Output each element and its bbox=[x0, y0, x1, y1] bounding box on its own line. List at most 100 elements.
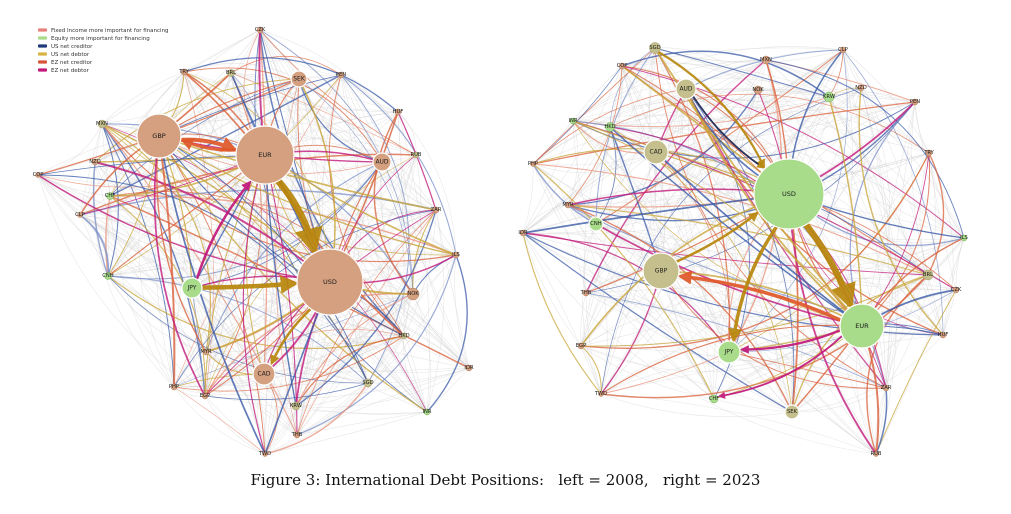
node-circle bbox=[675, 78, 697, 100]
major-flow-arrow bbox=[275, 178, 323, 257]
background-edge bbox=[158, 135, 214, 397]
background-edge bbox=[685, 88, 944, 336]
hub-edge bbox=[158, 74, 342, 137]
node-label: RUB bbox=[411, 152, 422, 158]
background-edge bbox=[713, 289, 957, 400]
background-edge bbox=[600, 393, 793, 417]
major-flow-arrow bbox=[658, 51, 765, 169]
currency-node: AUD bbox=[372, 152, 392, 172]
legend: Fixed Income more important for financin… bbox=[38, 28, 169, 74]
background-edge bbox=[655, 49, 844, 153]
hub-edge bbox=[158, 135, 457, 256]
currency-node: BRL bbox=[922, 269, 934, 281]
node-label: MYR bbox=[562, 202, 574, 208]
node-label: HKD bbox=[604, 124, 615, 130]
background-edge bbox=[259, 29, 470, 369]
debt-edge bbox=[107, 74, 342, 277]
debt-edge bbox=[298, 78, 383, 163]
background-edge bbox=[79, 214, 206, 397]
currency-node: HUF bbox=[938, 331, 948, 339]
debt-edge bbox=[101, 123, 212, 353]
debt-edge bbox=[298, 78, 414, 295]
background-edge bbox=[600, 96, 830, 395]
background-edge bbox=[600, 360, 887, 395]
major-flow-arrow bbox=[717, 335, 843, 399]
background-edge bbox=[296, 254, 457, 436]
debt-edge bbox=[259, 29, 268, 375]
background-edge bbox=[204, 335, 405, 397]
currency-node: TWD bbox=[258, 451, 271, 457]
debt-edge bbox=[728, 49, 848, 353]
node-label: CLP bbox=[838, 47, 848, 53]
background-edge bbox=[169, 287, 193, 388]
background-edge bbox=[911, 101, 929, 276]
node-circle bbox=[952, 286, 960, 294]
node-circle bbox=[717, 340, 741, 364]
background-edge bbox=[532, 88, 830, 165]
debt-edge bbox=[259, 29, 417, 156]
node-circle bbox=[569, 117, 577, 125]
currency-node: THB bbox=[291, 431, 303, 439]
background-edge bbox=[426, 209, 445, 413]
hub-edge bbox=[94, 161, 331, 283]
node-label: MXN bbox=[96, 121, 108, 127]
node-circle bbox=[588, 216, 604, 232]
major-flow-arrow bbox=[180, 138, 237, 152]
background-edge bbox=[158, 108, 399, 137]
background-edge bbox=[580, 96, 830, 347]
background-edge bbox=[340, 74, 470, 369]
node-label: CHF bbox=[105, 193, 116, 199]
node-label: ZAR bbox=[881, 385, 892, 391]
node-circle bbox=[784, 404, 800, 420]
currency-node: THB bbox=[580, 289, 592, 297]
currency-node: EGP bbox=[576, 342, 586, 350]
debt-edge bbox=[109, 74, 342, 197]
background-edge bbox=[572, 120, 877, 455]
node-circle bbox=[363, 378, 373, 388]
background-edge bbox=[230, 72, 267, 455]
currency-node: EUR bbox=[235, 125, 295, 185]
currency-node: IDR bbox=[518, 229, 528, 237]
network-panel-2008: CZK TRY BRL SEK PEN MXN GBP EUR HUF NZD AUD RUB COP C… bbox=[33, 26, 474, 457]
background-edge bbox=[173, 71, 193, 289]
background-edge bbox=[37, 119, 417, 176]
node-circle bbox=[465, 364, 473, 372]
node-label: COP bbox=[617, 63, 628, 69]
node-circle bbox=[452, 251, 460, 259]
node-label: PHP bbox=[169, 384, 179, 390]
background-edge bbox=[79, 123, 103, 216]
node-label: SEK bbox=[293, 76, 306, 83]
background-edge bbox=[914, 101, 965, 239]
background-edge bbox=[621, 65, 665, 272]
background-edge bbox=[928, 152, 957, 291]
currency-node: CLP bbox=[838, 46, 848, 54]
node-circle bbox=[91, 158, 99, 166]
debt-edge bbox=[522, 232, 929, 276]
debt-edge bbox=[340, 74, 410, 384]
background-edge bbox=[183, 71, 437, 211]
node-label: BRL bbox=[923, 272, 933, 278]
node-circle bbox=[911, 98, 919, 106]
colored-edges bbox=[37, 29, 470, 455]
node-label: HUF bbox=[393, 109, 404, 115]
node-circle bbox=[400, 332, 408, 340]
background-edge bbox=[340, 74, 399, 113]
node-label: THB bbox=[291, 432, 303, 438]
background-edge bbox=[567, 96, 830, 206]
background-edge bbox=[791, 152, 930, 413]
background-edge bbox=[532, 49, 844, 166]
debt-edge bbox=[621, 50, 830, 98]
legend-item: Fixed Income more important for financin… bbox=[38, 28, 169, 34]
node-label: TWD bbox=[594, 391, 607, 397]
debt-edge bbox=[660, 270, 887, 389]
currency-node: MXN bbox=[760, 55, 772, 65]
background-edge bbox=[609, 87, 862, 128]
debt-edge bbox=[191, 287, 206, 397]
debt-edge bbox=[654, 47, 887, 389]
hub-edge bbox=[156, 135, 207, 353]
currency-node: PHP bbox=[528, 161, 538, 167]
background-edge bbox=[230, 72, 383, 163]
hub-edge bbox=[158, 135, 266, 455]
currency-node: IDR bbox=[464, 364, 474, 372]
node-label: PHP bbox=[528, 161, 538, 167]
